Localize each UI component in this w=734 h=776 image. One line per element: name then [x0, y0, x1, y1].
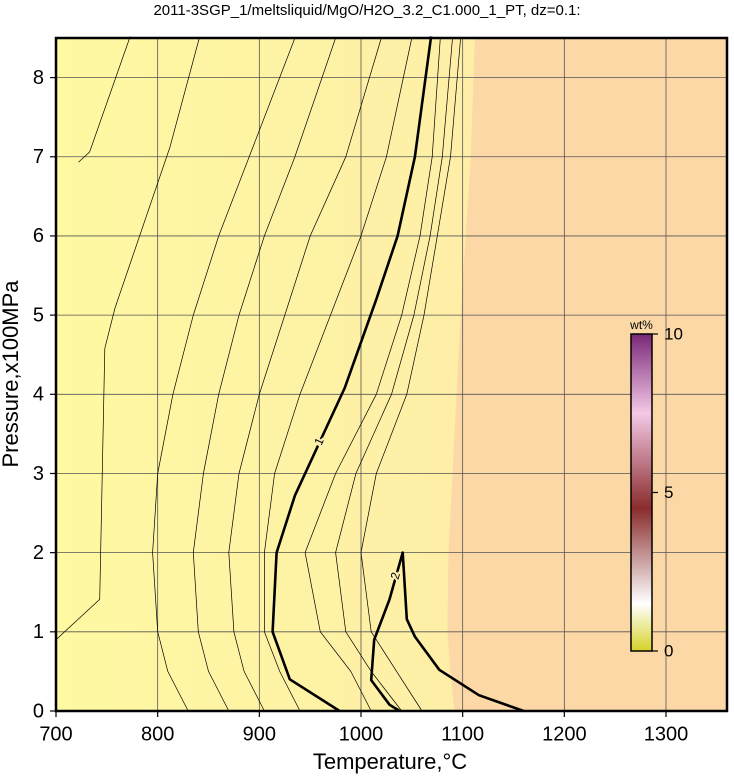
- x-tick-label: 1000: [339, 723, 384, 745]
- y-axis-label: Pressure,x100MPa: [0, 280, 23, 468]
- contour-line: [228, 37, 382, 712]
- contour-line: [152, 37, 296, 712]
- y-tick-label: 7: [33, 146, 44, 168]
- contour-line: [335, 37, 453, 712]
- contour-line: [304, 37, 441, 712]
- contour-line: [55, 37, 200, 640]
- colorbar-tick-label: 10: [664, 324, 683, 343]
- x-tick-label: 900: [243, 723, 276, 745]
- x-tick-label: 800: [141, 723, 174, 745]
- colorbar-label: wt%: [629, 318, 653, 332]
- contour-line: [271, 36, 433, 713]
- y-tick-label: 5: [33, 304, 44, 326]
- y-tick-label: 4: [33, 384, 44, 406]
- x-tick-label: 1100: [441, 723, 484, 745]
- y-tick-label: 8: [33, 67, 44, 89]
- contour-line: [360, 37, 461, 712]
- plot-frame: [54, 36, 729, 713]
- colorbar-tick-label: 5: [664, 483, 673, 502]
- colorbar: [630, 333, 653, 652]
- x-tick-label: 1200: [542, 723, 587, 745]
- y-tick-label: 0: [33, 700, 44, 722]
- x-tick-label: 700: [39, 723, 72, 745]
- y-tick-label: 3: [33, 463, 44, 485]
- x-axis-label: Temperature,°C: [313, 749, 467, 774]
- chart-title: 2011-3SGP_1/meltsliquid/MgO/H2O_3.2_C1.0…: [153, 2, 580, 19]
- y-tick-label: 2: [33, 542, 44, 564]
- contour-line: [369, 551, 525, 713]
- contour-line: [78, 36, 131, 163]
- colorbar-tick-label: 0: [664, 641, 673, 660]
- field-high-region: [447, 38, 727, 711]
- y-tick-label: 1: [33, 621, 44, 643]
- x-tick-label: 1300: [644, 723, 689, 745]
- contour-line: [192, 37, 336, 712]
- y-tick-label: 6: [33, 225, 44, 247]
- contour-line: [264, 37, 413, 712]
